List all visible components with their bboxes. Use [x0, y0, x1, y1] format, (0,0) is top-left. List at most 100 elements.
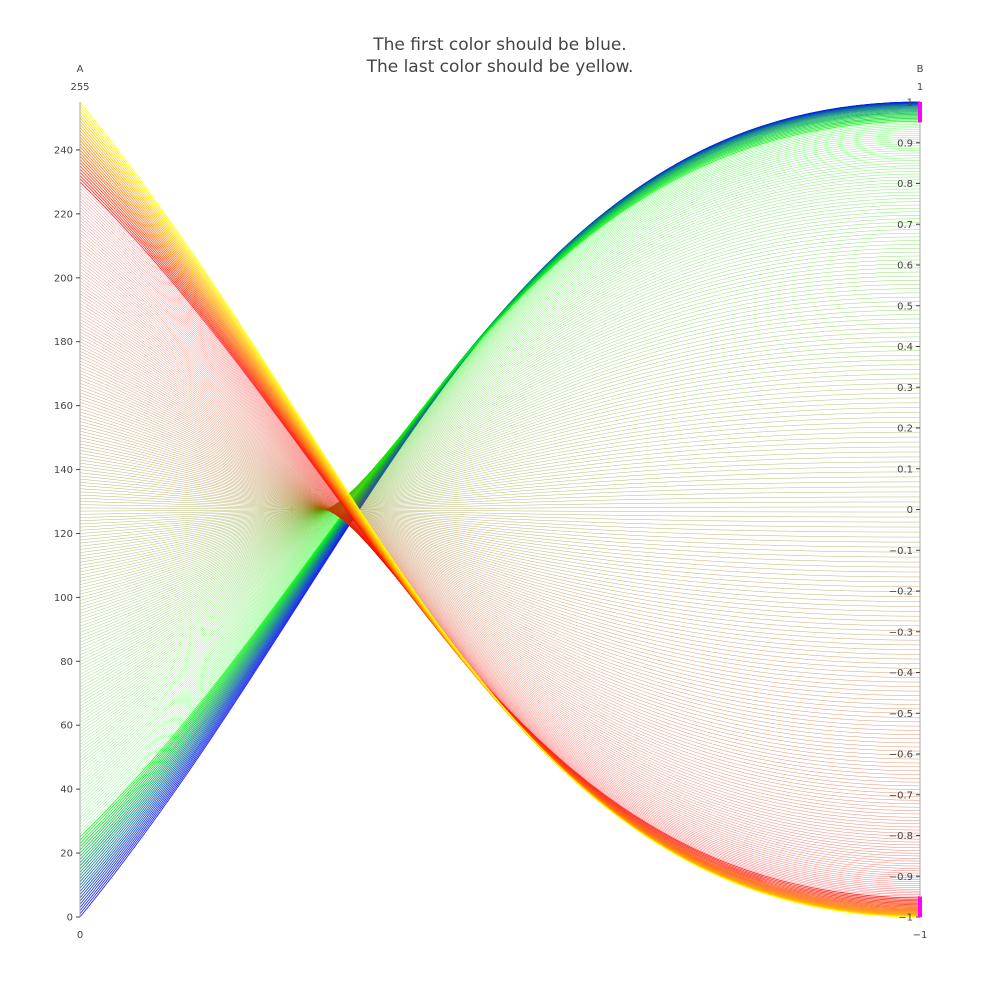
- parcoords-line: [79, 198, 921, 736]
- parcoords-line: [79, 305, 921, 646]
- parcoords-line: [79, 301, 921, 649]
- parcoords-line: [79, 411, 921, 660]
- parcoords-line: [79, 108, 921, 918]
- axis-tick-label: 0.7: [897, 220, 913, 231]
- axis-tick-label: 60: [60, 721, 73, 732]
- axis-tick-label: 180: [54, 337, 73, 348]
- axis-range-max-label: 255: [70, 82, 89, 93]
- parcoords-line: [79, 443, 921, 612]
- parcoords-line: [79, 322, 921, 779]
- axis-tick-label: 0: [907, 505, 913, 516]
- parcoords-line: [79, 392, 921, 687]
- parcoords-line: [79, 275, 921, 668]
- parcoords-line: [79, 466, 921, 578]
- parcoords-line: [79, 430, 921, 631]
- parcoords-line: [79, 288, 921, 659]
- parcoords-line: [79, 277, 921, 828]
- parcoords-line: [79, 367, 921, 723]
- parcoords-line: [79, 501, 921, 515]
- parcoords-line: [79, 255, 921, 684]
- parcoords-line: [79, 255, 921, 849]
- parcoords-line: [79, 359, 921, 608]
- parcoords-line: [79, 188, 921, 895]
- constraint-range-brush[interactable]: [918, 102, 922, 123]
- parcoords-line: [79, 398, 921, 678]
- parcoords-line: [79, 292, 921, 656]
- parcoords-line: [79, 216, 921, 878]
- parcoords-line: [79, 157, 921, 780]
- parcoords-line: [79, 173, 921, 761]
- axis-tick-label: −0.1: [889, 546, 913, 557]
- parcoords-line: [79, 389, 921, 692]
- parcoords-line: [79, 176, 921, 758]
- parcoords-line: [79, 319, 921, 783]
- axis-b[interactable]: B 1 −1 1 0.9 0.8 0.7 0.6 0.5 0.4 0.3 0.2 0.1 0 −0.1 −0.…: [889, 64, 928, 941]
- axis-tick-label: 0.6: [897, 261, 913, 272]
- parcoords-line: [79, 379, 921, 705]
- chart-title-line-2: The last color should be yellow.: [366, 57, 634, 77]
- parcoords-line: [79, 360, 921, 731]
- parcoords-line: [79, 101, 921, 918]
- parcoords-line: [79, 402, 921, 674]
- parcoords-line: [79, 232, 921, 867]
- parcoords-line: [79, 263, 921, 678]
- parcoords-line: [79, 236, 921, 700]
- parcoords-line: [79, 344, 921, 752]
- parcoords-line: [79, 472, 921, 568]
- parcoords-line: [79, 225, 921, 710]
- parcoords-line: [79, 424, 921, 641]
- parcoords-line: [79, 208, 921, 726]
- parcoords-line: [79, 236, 921, 864]
- parcoords-line: [79, 191, 921, 742]
- axis-tick-label: 0.5: [897, 301, 913, 312]
- parcoords-line: [79, 214, 921, 720]
- constraint-range-brush[interactable]: [918, 896, 922, 917]
- parcoords-line: [79, 232, 921, 704]
- parcoords-line: [79, 229, 921, 707]
- parcoords-line: [79, 194, 921, 739]
- parcoords-line: [79, 143, 921, 799]
- axis-tick-label: −0.2: [889, 587, 913, 598]
- parcoords-line: [79, 229, 921, 869]
- parcoords-line: [79, 264, 921, 840]
- parcoords-line: [79, 168, 921, 767]
- parcoords-line: [79, 408, 921, 664]
- parcoords-line: [79, 388, 921, 589]
- parcoords-line: [79, 290, 921, 815]
- parcoords-line: [79, 271, 921, 834]
- axis-tick-label: 40: [60, 785, 73, 796]
- parcoords-line: [79, 145, 921, 796]
- axis-tick-label: 80: [60, 657, 73, 668]
- parcoords-line: [79, 412, 921, 573]
- parcoords-line: [79, 331, 921, 768]
- axis-tick-label: 0.9: [897, 138, 913, 149]
- parcoords-line: [79, 271, 921, 672]
- parcoords-line: [79, 165, 921, 771]
- parcoords-line: [79, 149, 921, 911]
- parcoords-line: [79, 427, 921, 636]
- parcoords-line: [79, 328, 921, 772]
- chart-title-line-1: The first color should be blue.: [372, 35, 626, 55]
- parcoords-line: [79, 451, 921, 547]
- axis-range-min-label: 0: [77, 930, 83, 941]
- parcoords-line: [79, 478, 921, 558]
- axis-a[interactable]: A 255 00 20 40 60 80 100 120 140 160 180 200 220 240: [54, 64, 90, 941]
- axis-tick-label: 20: [60, 849, 73, 860]
- parcoords-line: [79, 436, 921, 557]
- parcoords-line: [79, 471, 921, 534]
- parcoords-line: [79, 378, 921, 595]
- parcoords-line: [79, 355, 921, 611]
- parcoords-line: [79, 383, 921, 592]
- axis-tick-label: 240: [54, 145, 73, 156]
- parcoords-line: [79, 101, 921, 911]
- parcoords-line: [79, 422, 921, 566]
- parcoords-line: [79, 446, 921, 550]
- parcoords-line: [79, 318, 921, 636]
- parcoords-line: [79, 162, 921, 774]
- parcoords-line: [79, 299, 921, 805]
- parcoords-line: [79, 456, 921, 544]
- parcoords-line: [79, 315, 921, 787]
- parcoords-line: [79, 139, 921, 806]
- parcoords-line: [79, 341, 921, 621]
